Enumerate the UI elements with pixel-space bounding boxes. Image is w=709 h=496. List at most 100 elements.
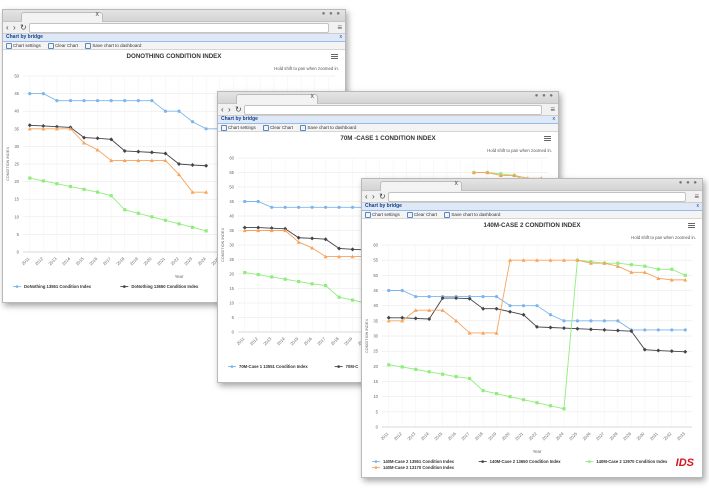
data-point: [283, 277, 287, 281]
data-point: [616, 319, 620, 323]
clear-icon: [48, 42, 55, 49]
gear-icon: [221, 124, 227, 131]
data-point: [204, 163, 209, 168]
data-point: [150, 215, 154, 219]
settings-icon[interactable]: ≡: [337, 23, 342, 32]
data-point: [82, 99, 86, 103]
chart-settings-button[interactable]: Chart settings: [6, 42, 41, 49]
data-point: [589, 319, 593, 323]
reload-icon[interactable]: ↻: [20, 23, 27, 32]
x-tick-label: 2023: [183, 256, 194, 267]
panel-close-icon[interactable]: x: [339, 34, 343, 40]
chart-settings-button[interactable]: Chart settings: [221, 124, 256, 131]
gear-icon: [6, 42, 12, 49]
data-point: [642, 270, 647, 274]
window-controls[interactable]: ● ● ●: [534, 93, 554, 99]
chart-menu-icon: [688, 223, 695, 228]
data-point: [481, 294, 485, 299]
tab-bar: x ● ● ●: [3, 10, 345, 22]
save-chart-button[interactable]: Save chart to dashboard: [444, 211, 500, 218]
data-point: [508, 309, 513, 314]
save-chart-button[interactable]: Save chart to dashboard: [300, 124, 356, 131]
clear-chart-button[interactable]: Clear Chart: [407, 211, 437, 218]
x-tick-label: 2016: [447, 431, 458, 442]
tab-close-icon[interactable]: x: [454, 180, 459, 187]
data-point: [400, 318, 405, 323]
data-point: [441, 372, 445, 376]
data-point: [95, 147, 100, 152]
data-point: [454, 318, 459, 323]
x-tick-label: 2019: [487, 431, 498, 442]
legend-item[interactable]: 140M-Case 2 13650 Condition Index: [478, 459, 562, 464]
browser-tab[interactable]: x: [21, 11, 103, 22]
series-line: [29, 93, 234, 130]
y-tick-label: 55: [229, 170, 234, 175]
browser-tab[interactable]: x: [236, 93, 318, 104]
data-point: [150, 99, 154, 103]
clear-chart-button[interactable]: Clear Chart: [48, 42, 78, 49]
data-point: [454, 296, 459, 301]
panel-close-icon[interactable]: x: [696, 203, 700, 209]
data-point: [521, 398, 526, 402]
data-point: [296, 240, 301, 244]
y-tick-label: 0: [376, 425, 379, 430]
tab-close-icon[interactable]: x: [310, 93, 315, 100]
data-point: [242, 225, 247, 230]
data-point: [485, 170, 490, 175]
data-point: [643, 264, 647, 268]
data-point: [562, 407, 566, 411]
legend-item[interactable]: 140M-Case 2 12970 Condition Index: [585, 459, 668, 464]
back-arrow-icon[interactable]: ‹: [365, 192, 368, 201]
browser-tab[interactable]: x: [380, 180, 462, 191]
legend-item[interactable]: 70M-C: [334, 364, 359, 369]
tab-close-icon[interactable]: x: [95, 11, 100, 18]
legend-item[interactable]: 70M-Case 1 13551 Condition Index: [228, 364, 308, 369]
settings-icon[interactable]: ≡: [550, 105, 555, 114]
legend-item[interactable]: DoNothing 13650 Condition Index: [120, 284, 199, 289]
chart-title: DONOTHING CONDITION INDEX: [127, 53, 223, 60]
reload-icon[interactable]: ↻: [235, 105, 242, 114]
legend-label: 140M-Case 2 13170 Condition Index: [383, 465, 455, 470]
save-icon: [444, 211, 451, 218]
legend-item[interactable]: DoNothing 13551 Condition Index: [13, 284, 92, 289]
forward-arrow-icon[interactable]: ›: [13, 23, 16, 32]
window-controls[interactable]: ● ● ●: [321, 11, 341, 17]
data-point: [350, 298, 355, 302]
reload-icon[interactable]: ↻: [379, 192, 386, 201]
data-point: [190, 120, 195, 124]
data-point: [82, 135, 87, 140]
forward-arrow-icon[interactable]: ›: [228, 105, 231, 114]
legend-item[interactable]: 140M-Case 2 13170 Condition Index: [372, 465, 455, 470]
window-controls[interactable]: ● ● ●: [678, 180, 698, 186]
back-arrow-icon[interactable]: ‹: [221, 105, 224, 114]
data-point: [54, 124, 59, 129]
x-tick-label: 2017: [460, 431, 471, 442]
zoom-hint: Hold shift to pan when zoomed in.: [487, 148, 552, 153]
data-point: [468, 376, 472, 381]
address-bar[interactable]: [244, 105, 542, 115]
x-tick-label: 2015: [433, 431, 444, 442]
forward-arrow-icon[interactable]: ›: [372, 192, 375, 201]
y-tick-label: 20: [373, 364, 378, 369]
data-point: [387, 363, 391, 367]
data-point: [41, 92, 45, 96]
save-chart-button[interactable]: Save chart to dashboard: [85, 42, 141, 49]
address-bar[interactable]: [29, 23, 329, 33]
chart-menu-bar: [688, 225, 695, 226]
x-tick-label: 2024: [555, 431, 566, 442]
data-point: [427, 370, 431, 374]
legend-item[interactable]: 140M-Case 2 13551 Condition Index: [372, 459, 455, 464]
clear-chart-button[interactable]: Clear Chart: [263, 124, 293, 131]
data-point: [413, 316, 418, 321]
data-point: [297, 205, 301, 209]
chart-settings-button[interactable]: Chart settings: [365, 211, 400, 218]
y-tick-label: 10: [14, 214, 19, 219]
settings-icon[interactable]: ≡: [694, 192, 699, 201]
panel-close-icon[interactable]: x: [552, 116, 556, 122]
address-bar[interactable]: [388, 192, 686, 202]
x-tick-label: 2020: [501, 431, 512, 442]
data-point: [467, 330, 472, 335]
y-tick-label: 30: [373, 334, 378, 339]
data-point: [190, 225, 195, 229]
back-arrow-icon[interactable]: ‹: [6, 23, 9, 32]
